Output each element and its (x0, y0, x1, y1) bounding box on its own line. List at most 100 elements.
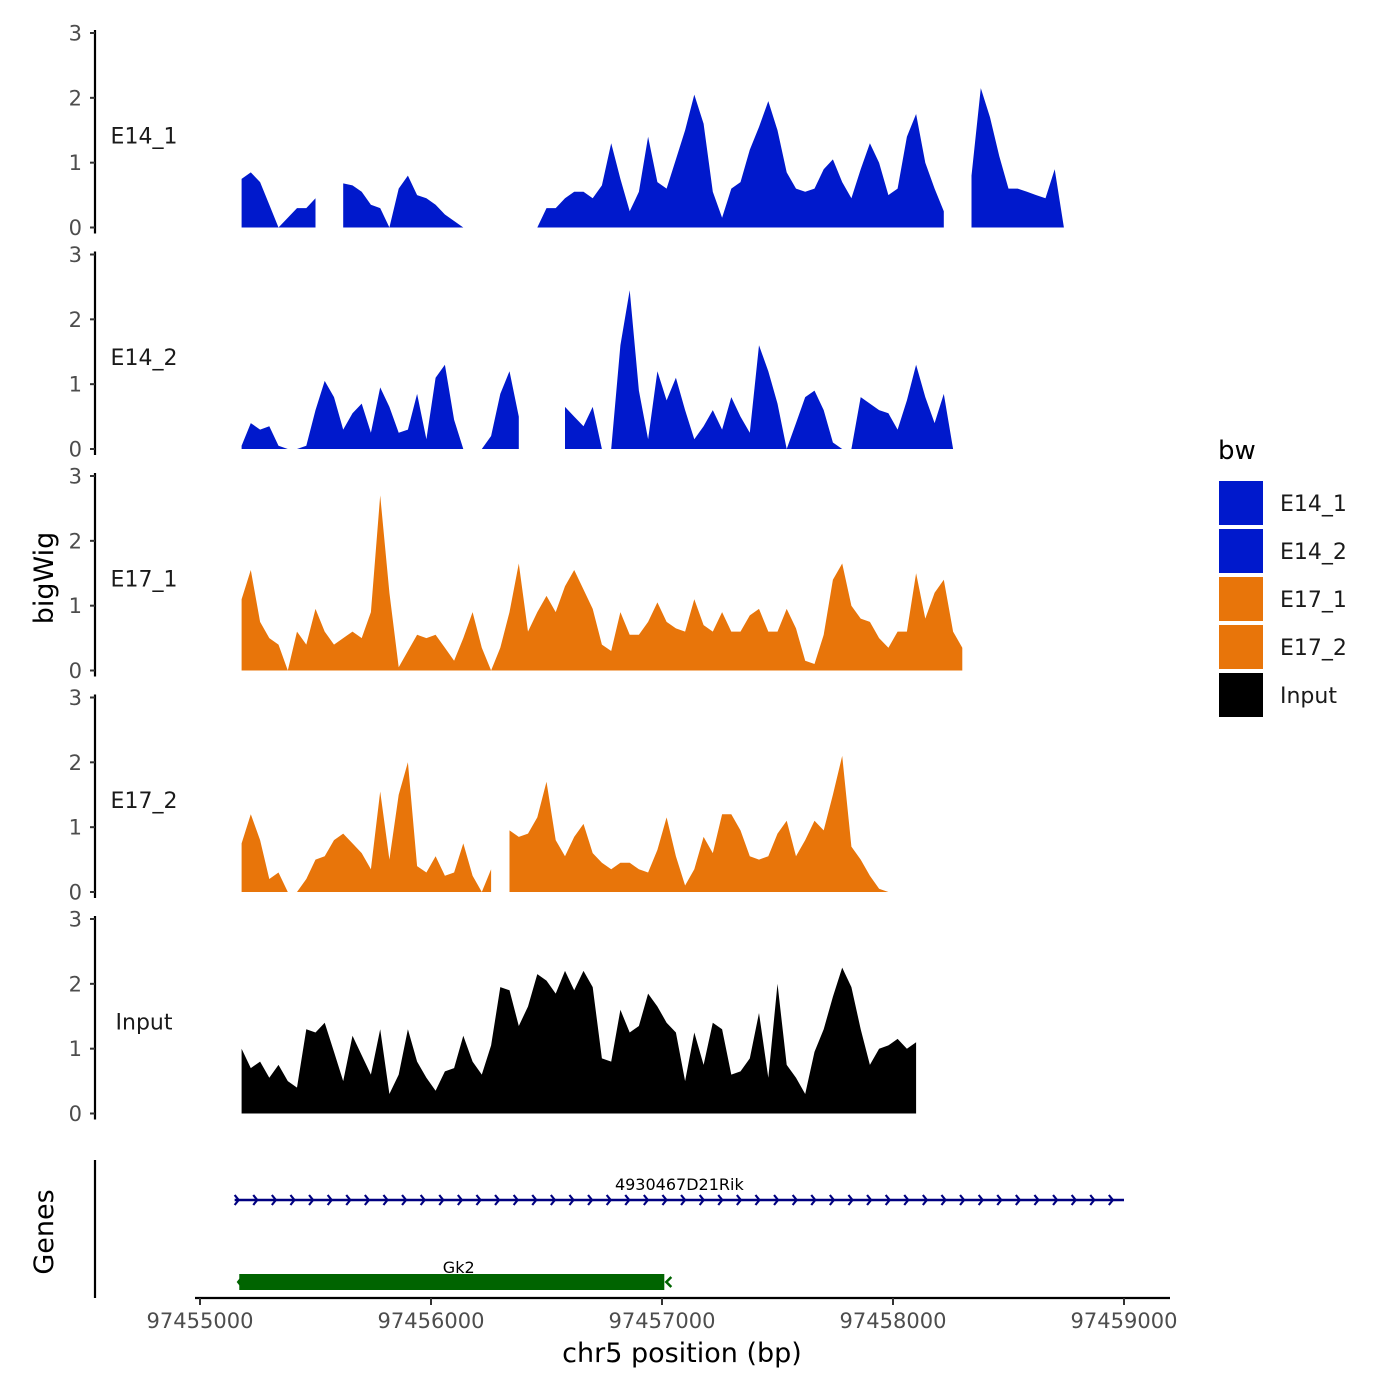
y-tick-label: 1 (69, 594, 82, 618)
y-tick-label: 1 (69, 1037, 82, 1061)
track-label-e14-2: E14_2 (111, 346, 178, 371)
legend-label: E14_2 (1280, 540, 1347, 565)
coverage-area-e14-2 (241, 290, 954, 449)
coverage-area-e17-2 (241, 755, 889, 892)
legend-entry-e14-2: E14_2 (1219, 529, 1347, 573)
y-tick-label: 3 (69, 243, 82, 267)
legend-label: E14_1 (1280, 492, 1347, 517)
strand-arrow (754, 1194, 761, 1206)
track-e17-1: 0 1 2 3 E17_1 (69, 465, 963, 683)
gene-4930467d21rik: 4930467D21Rik (233, 1175, 1124, 1206)
genes-axis-title: Genes (29, 1189, 60, 1274)
strand-arrow (642, 1194, 650, 1206)
strand-arrow (717, 1194, 724, 1206)
legend-swatch (1219, 673, 1263, 717)
legend-title: bw (1218, 436, 1256, 466)
strand-arrow (326, 1194, 334, 1206)
legend-label: E17_2 (1280, 636, 1347, 661)
strand-arrow (289, 1194, 296, 1206)
strand-arrow (1033, 1194, 1040, 1206)
strand-arrow (680, 1194, 687, 1206)
y-tick-label: 3 (69, 22, 82, 46)
strand-arrow (810, 1194, 817, 1206)
y-tick-label: 1 (69, 151, 82, 175)
y-tick-label: 3 (69, 686, 82, 710)
strand-arrow (884, 1194, 892, 1206)
strand-arrow (568, 1194, 575, 1206)
y-axis-title: bigWig (29, 532, 60, 625)
strand-arrow (1014, 1194, 1022, 1206)
strand-arrow (236, 1276, 244, 1288)
legend-label: Input (1280, 684, 1337, 709)
strand-arrow (773, 1194, 780, 1206)
gene-label: 4930467D21Rik (615, 1175, 745, 1194)
strand-arrow (605, 1194, 613, 1206)
legend-entry-e17-2: E17_2 (1219, 625, 1347, 669)
strand-arrow (308, 1194, 315, 1206)
track-label-e17-2: E17_2 (111, 789, 178, 814)
strand-arrow (456, 1194, 464, 1206)
track-e14-2: 0 1 2 3 E14_2 (69, 243, 954, 462)
x-axis: 97455000 97456000 97457000 97458000 97459000 (147, 1296, 1178, 1333)
track-label-input: Input (116, 1011, 173, 1036)
y-tick-label: 0 (69, 881, 82, 905)
strand-arrow (587, 1194, 594, 1206)
strand-arrow (363, 1194, 371, 1206)
y-tick-label: 1 (69, 373, 82, 397)
track-label-e17-1: E17_1 (111, 568, 178, 593)
strand-arrow (494, 1194, 501, 1206)
legend-swatch (1219, 481, 1263, 525)
y-tick-label: 0 (69, 216, 82, 240)
y-tick-label: 0 (69, 438, 82, 462)
strand-arrow (1089, 1194, 1096, 1206)
coverage-tracks: 0 1 2 3 E14_1 0 1 2 3 E14_2 0 1 2 3 E17_1 0 1 2 3 E17_2 0 1 2 3… (69, 22, 1074, 1126)
track-label-e14-1: E14_1 (111, 125, 178, 150)
strand-arrow (921, 1194, 929, 1206)
strand-arrow (382, 1194, 389, 1206)
strand-arrow (940, 1194, 947, 1206)
strand-arrow (977, 1194, 985, 1206)
genes-panel: 4930467D21Rik Gk2 (93, 1160, 1124, 1298)
y-tick-label: 1 (69, 816, 82, 840)
strand-arrow (252, 1194, 259, 1206)
x-tick-label: 97457000 (609, 1309, 716, 1333)
legend-swatch (1219, 625, 1263, 669)
coverage-area-input (241, 967, 917, 1114)
gene-gk2: Gk2 (236, 1258, 673, 1290)
strand-arrow (624, 1194, 631, 1206)
coverage-area-e14-1 (241, 88, 1074, 228)
strand-arrow (512, 1194, 520, 1206)
legend: bw E14_1 E14_2 E17_1 E17_2 Input (1218, 436, 1347, 717)
strand-arrow (903, 1194, 910, 1206)
y-tick-label: 3 (69, 908, 82, 932)
y-tick-label: 3 (69, 465, 82, 489)
strand-arrow (828, 1194, 836, 1206)
legend-swatch (1219, 529, 1263, 573)
y-tick-label: 2 (69, 308, 82, 332)
gene-label: Gk2 (443, 1258, 475, 1277)
legend-label: E17_1 (1280, 588, 1347, 613)
y-tick-label: 2 (69, 86, 82, 110)
x-tick-label: 97459000 (1071, 1309, 1178, 1333)
legend-swatch (1219, 577, 1263, 621)
strand-arrow (531, 1194, 538, 1206)
strand-arrow (233, 1194, 241, 1206)
strand-arrow (698, 1194, 706, 1206)
strand-arrow (419, 1194, 427, 1206)
track-e17-2: 0 1 2 3 E17_2 (69, 686, 889, 905)
strand-arrow (1052, 1194, 1059, 1206)
strand-arrow (401, 1194, 408, 1206)
gene-body (239, 1274, 665, 1290)
strand-arrow (866, 1194, 873, 1206)
strand-arrow (438, 1194, 445, 1206)
strand-arrow (664, 1276, 673, 1288)
x-tick-label: 97458000 (840, 1309, 947, 1333)
strand-arrow (959, 1194, 966, 1206)
strand-arrow (847, 1194, 854, 1206)
y-tick-label: 0 (69, 659, 82, 683)
strand-arrow (1107, 1194, 1115, 1206)
coverage-area-e17-1 (241, 495, 963, 671)
track-e14-1: 0 1 2 3 E14_1 (69, 22, 1074, 240)
strand-arrow (661, 1194, 668, 1206)
